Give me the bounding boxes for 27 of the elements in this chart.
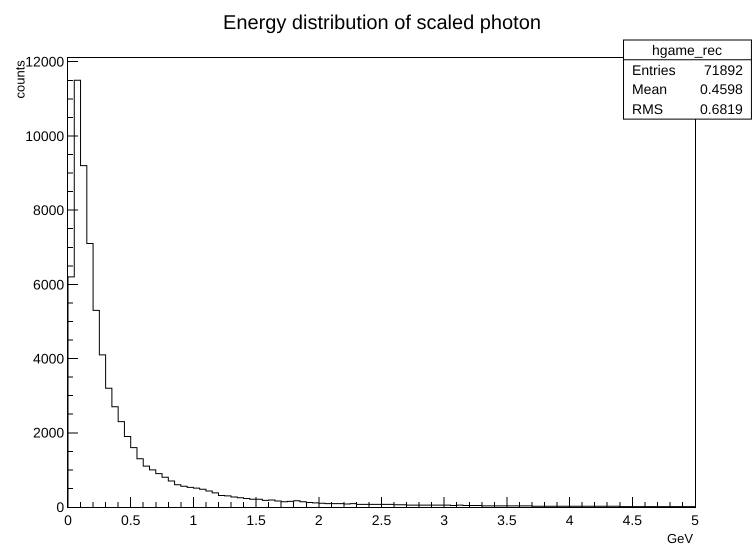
y-tick-label: 12000	[25, 54, 64, 70]
x-tick-label: 1.5	[246, 512, 266, 528]
y-tick-label: 6000	[33, 276, 64, 292]
x-tick-label: 3.5	[497, 512, 517, 528]
y-tick-label: 8000	[33, 202, 64, 218]
annotation: Entries	[632, 62, 676, 78]
x-tick-label: 2	[314, 512, 323, 528]
y-tick-label: 10000	[25, 128, 64, 144]
y-tick-label: 4000	[33, 350, 64, 366]
x-axis-title: GeV	[667, 531, 694, 545]
x-tick-label: 1	[190, 512, 198, 528]
x-tick-label: 4.5	[622, 512, 642, 528]
annotation: Mean	[632, 81, 668, 97]
annotation: RMS	[632, 101, 664, 117]
x-tick-label: 5	[691, 512, 700, 528]
x-tick-label: 2.5	[372, 512, 392, 528]
y-tick-label: 0	[56, 498, 64, 515]
x-tick-label: 4	[566, 512, 574, 528]
text: 0.4598	[700, 81, 744, 97]
y-axis-title: counts	[12, 60, 28, 98]
x-tick-label: 3	[440, 512, 448, 528]
text: 71892	[704, 62, 744, 78]
x-tick-label: 0.5	[120, 512, 141, 528]
y-tick-label: 2000	[33, 424, 64, 441]
annotation: hgame_rec	[652, 42, 722, 58]
chart-title: Energy distribution of scaled photon	[223, 12, 541, 34]
text: 0.6819	[700, 101, 744, 117]
